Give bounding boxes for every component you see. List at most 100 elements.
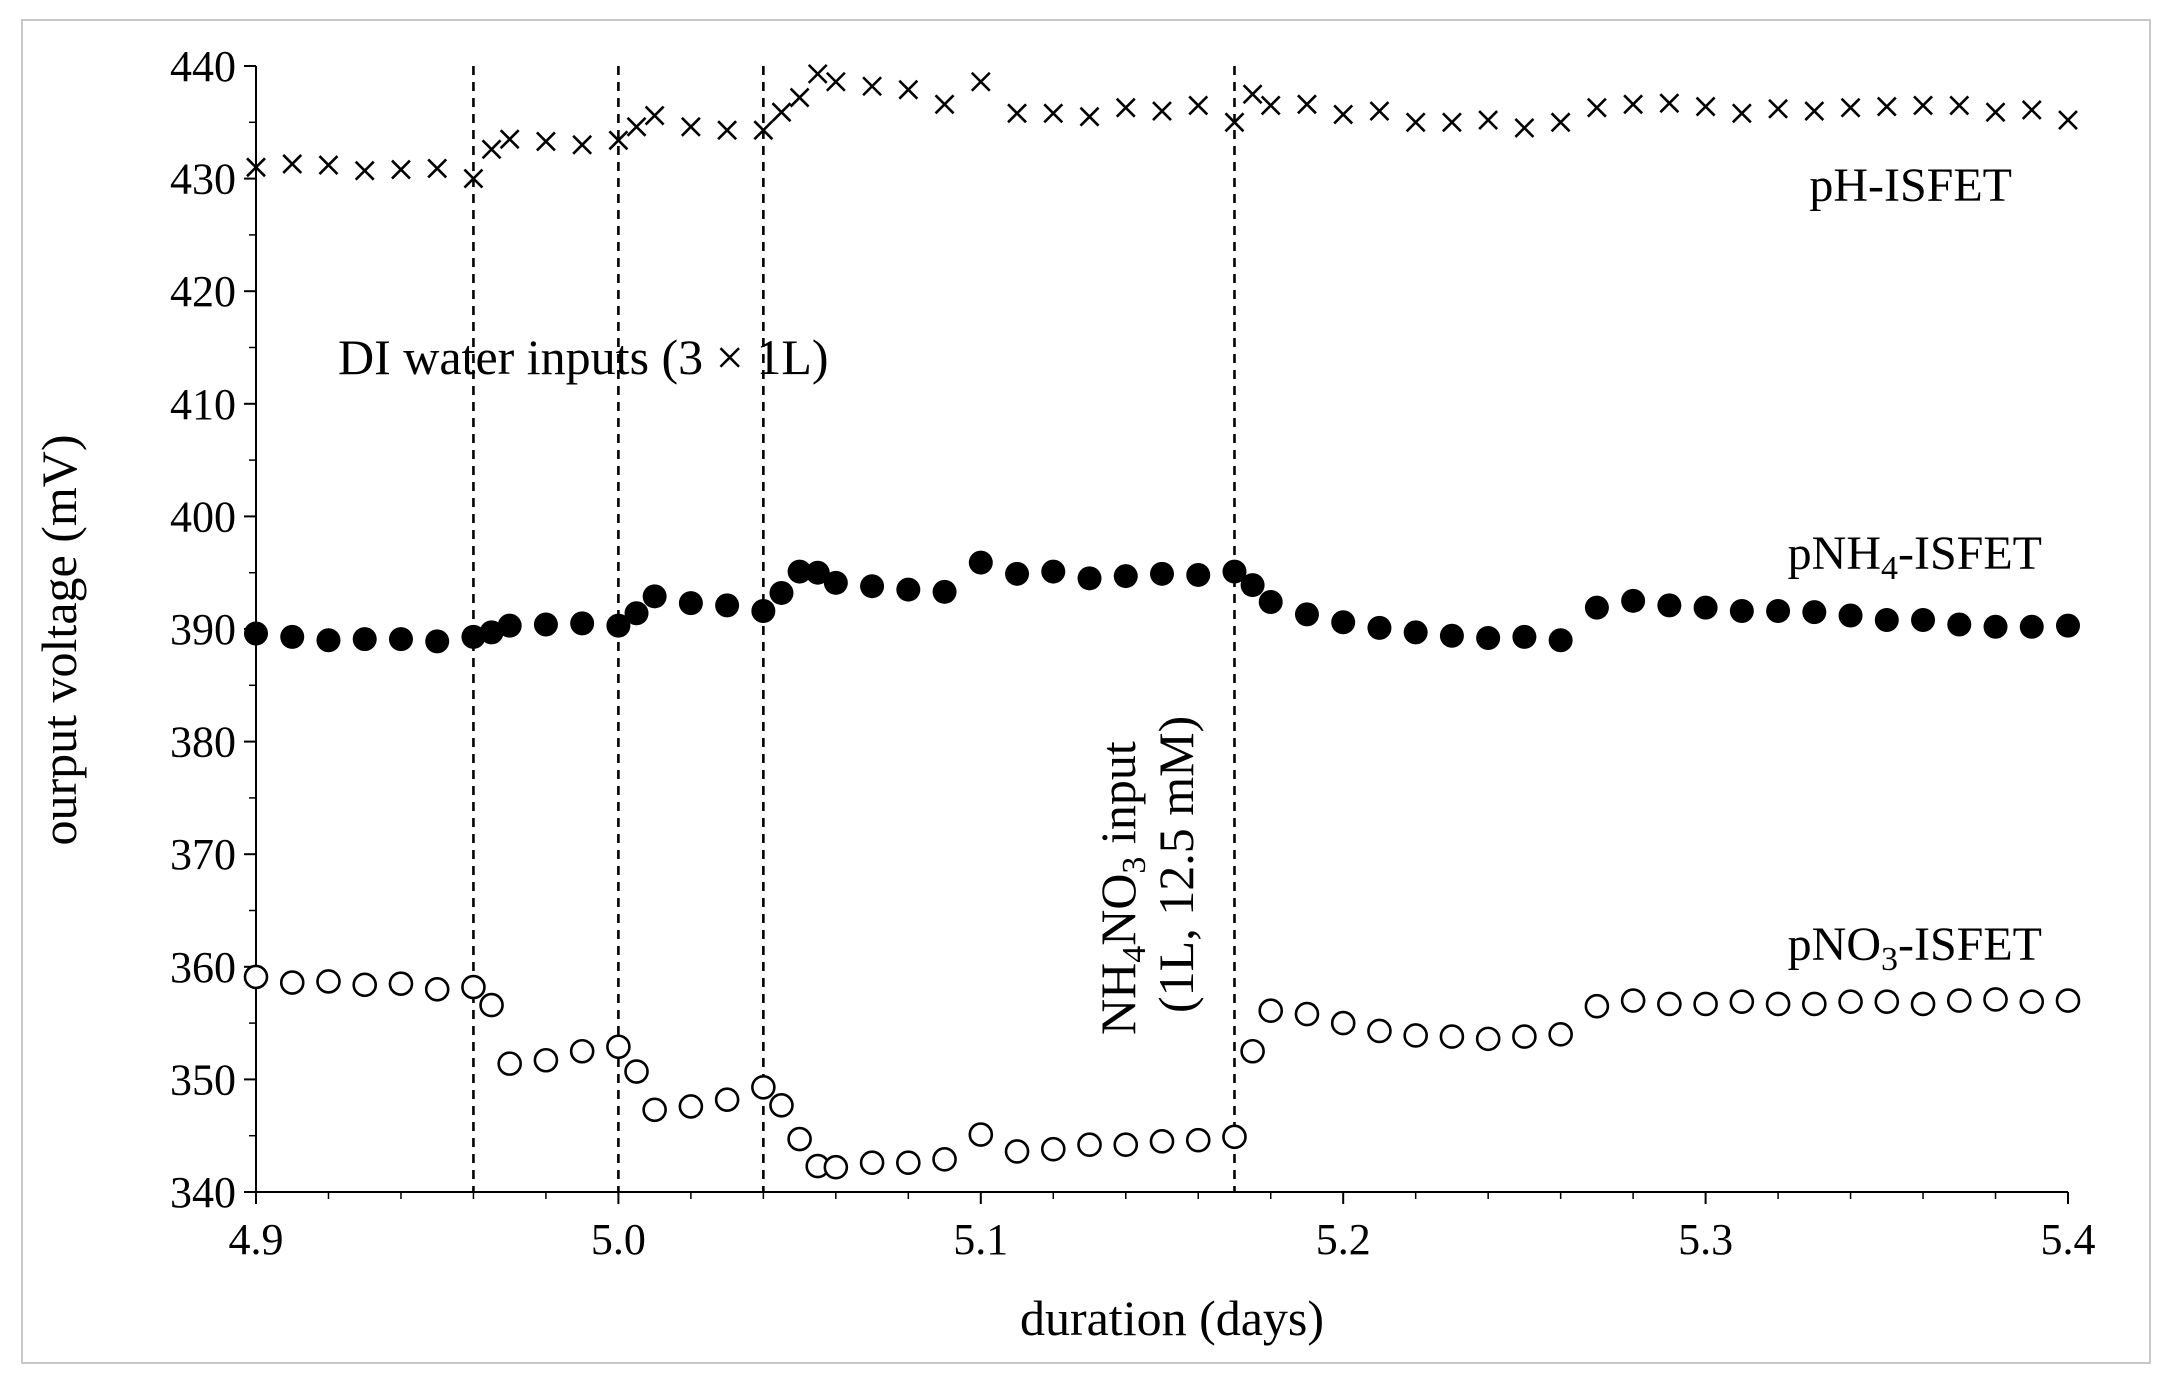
data-point bbox=[1659, 93, 1680, 114]
data-point bbox=[479, 992, 504, 1018]
data-point bbox=[1149, 1129, 1175, 1154]
y-tick-label: 390 bbox=[170, 605, 236, 654]
data-point bbox=[1260, 95, 1281, 116]
y-tick-label: 400 bbox=[170, 492, 236, 541]
data-point bbox=[1294, 1001, 1320, 1027]
data-point bbox=[1657, 593, 1682, 618]
data-point bbox=[1367, 615, 1392, 640]
data-point bbox=[1802, 991, 1827, 1017]
data-point bbox=[1874, 607, 1899, 632]
data-point bbox=[1258, 589, 1283, 614]
data-point bbox=[1910, 991, 1936, 1017]
data-point bbox=[805, 560, 830, 585]
data-point bbox=[2058, 110, 2078, 130]
data-point bbox=[1369, 101, 1390, 121]
data-point bbox=[1442, 112, 1462, 133]
data-point bbox=[1475, 1026, 1501, 1052]
data-point bbox=[1333, 104, 1354, 125]
data-point bbox=[533, 612, 558, 637]
data-point bbox=[1240, 1038, 1265, 1064]
x-tick-label: 5.3 bbox=[1678, 1215, 1733, 1264]
di-water-annotation: DI water inputs (3 × 1L) bbox=[338, 329, 829, 385]
series-pH-ISFET bbox=[246, 63, 2078, 189]
data-point bbox=[1657, 991, 1682, 1017]
data-point bbox=[1152, 101, 1172, 121]
data-point bbox=[1258, 998, 1284, 1024]
y-tick-label: 380 bbox=[170, 718, 236, 767]
y-tick-label: 410 bbox=[170, 380, 236, 429]
data-point bbox=[970, 71, 991, 92]
data-point bbox=[932, 1147, 957, 1172]
data-point bbox=[751, 1074, 776, 1100]
nh4no3-annotation-line2: (1L, 12.5 mM) bbox=[1148, 716, 1204, 1013]
data-point bbox=[624, 601, 649, 626]
data-point bbox=[1693, 991, 1718, 1017]
y-tick-label: 350 bbox=[170, 1055, 236, 1104]
data-point bbox=[1802, 600, 1827, 625]
data-point bbox=[497, 1051, 522, 1076]
data-point bbox=[717, 120, 738, 141]
data-point bbox=[896, 577, 921, 602]
data-point bbox=[1041, 559, 1066, 584]
data-point bbox=[497, 613, 522, 638]
data-point bbox=[427, 158, 448, 179]
data-point bbox=[1623, 94, 1644, 115]
data-point bbox=[968, 550, 993, 575]
data-point bbox=[626, 116, 647, 137]
x-axis-title: duration (days) bbox=[1020, 1290, 1324, 1346]
series-label-pNO3-ISFET: pNO3-ISFET bbox=[1788, 918, 2042, 978]
data-marks bbox=[243, 63, 2081, 1180]
data-point bbox=[388, 627, 413, 652]
data-point bbox=[1439, 1024, 1465, 1049]
data-point bbox=[932, 579, 957, 604]
data-point bbox=[1548, 628, 1573, 653]
data-point bbox=[606, 1034, 631, 1060]
data-point bbox=[642, 1097, 667, 1123]
data-point bbox=[1185, 1127, 1211, 1153]
data-point bbox=[715, 593, 740, 618]
data-point bbox=[1586, 97, 1607, 118]
data-point bbox=[1695, 96, 1716, 117]
chart-frame bbox=[21, 19, 2151, 1364]
data-point bbox=[1040, 1136, 1066, 1162]
data-point bbox=[787, 559, 812, 584]
y-tick-label: 440 bbox=[170, 42, 236, 91]
data-point bbox=[1222, 1124, 1247, 1150]
data-point bbox=[1222, 559, 1247, 584]
data-point bbox=[316, 969, 341, 994]
data-point bbox=[1621, 588, 1646, 613]
data-point bbox=[1005, 561, 1030, 586]
data-point bbox=[1768, 98, 1788, 119]
data-point bbox=[352, 972, 378, 998]
x-tick-label: 5.0 bbox=[591, 1215, 646, 1264]
data-point bbox=[862, 76, 882, 97]
data-point bbox=[1150, 561, 1174, 586]
data-point bbox=[1947, 612, 1972, 637]
data-point bbox=[771, 102, 792, 123]
data-point bbox=[1840, 97, 1861, 118]
data-point bbox=[1405, 112, 1426, 133]
data-point bbox=[481, 139, 502, 160]
data-point bbox=[1512, 624, 1537, 649]
nh4no3-annotation-line1: NH4NO3 input bbox=[1090, 741, 1153, 1035]
data-point bbox=[642, 584, 667, 609]
data-point bbox=[352, 627, 377, 652]
data-point bbox=[246, 157, 266, 178]
data-point bbox=[968, 1122, 994, 1147]
series-label-pNH4-ISFET: pNH4-ISFET bbox=[1788, 527, 2042, 587]
data-point bbox=[860, 574, 885, 599]
data-point bbox=[1004, 1139, 1030, 1164]
series-pNO3-ISFET bbox=[243, 964, 2081, 1180]
data-point bbox=[1113, 1132, 1139, 1158]
data-point bbox=[461, 624, 486, 649]
data-point bbox=[1550, 112, 1571, 133]
data-point bbox=[751, 598, 776, 623]
data-point bbox=[282, 154, 303, 174]
data-point bbox=[461, 974, 486, 1000]
data-point bbox=[1874, 989, 1900, 1015]
data-point bbox=[1949, 95, 1970, 116]
data-point bbox=[678, 1094, 704, 1119]
data-point bbox=[1838, 989, 1863, 1015]
